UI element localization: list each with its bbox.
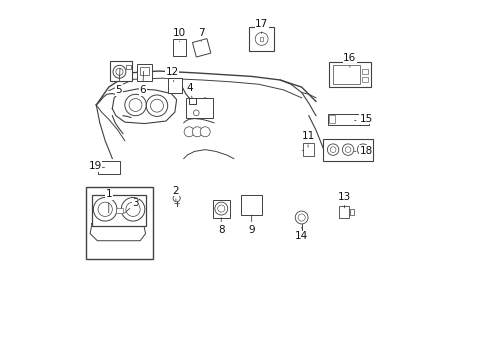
Bar [328, 115, 334, 123]
Circle shape [329, 147, 335, 153]
Bar [338, 206, 348, 218]
Text: 10: 10 [173, 28, 185, 41]
Bar [241, 195, 262, 215]
Bar [186, 98, 213, 118]
Bar [332, 65, 359, 84]
Text: 7: 7 [198, 28, 204, 41]
Circle shape [255, 32, 267, 45]
Bar [140, 67, 149, 75]
Text: 12: 12 [165, 67, 179, 82]
Circle shape [295, 211, 307, 224]
Text: 9: 9 [248, 215, 254, 235]
Circle shape [298, 214, 305, 221]
Circle shape [345, 147, 350, 153]
Circle shape [357, 144, 368, 156]
Bar [125, 64, 131, 69]
Bar [212, 200, 229, 217]
Circle shape [217, 205, 224, 212]
Text: 2: 2 [172, 186, 179, 201]
Circle shape [173, 195, 180, 202]
Bar [85, 187, 153, 258]
Bar [98, 161, 120, 174]
Bar [259, 37, 263, 41]
Circle shape [93, 198, 117, 221]
Bar [192, 39, 210, 57]
Text: 3: 3 [124, 198, 139, 213]
Bar [116, 207, 123, 212]
Bar [328, 62, 370, 87]
Bar [248, 27, 274, 51]
Text: 16: 16 [343, 53, 356, 67]
Circle shape [184, 127, 194, 137]
Text: 13: 13 [337, 192, 350, 208]
Text: 6: 6 [139, 71, 146, 95]
Bar [303, 143, 313, 156]
Circle shape [298, 232, 305, 239]
Circle shape [129, 99, 142, 111]
Text: 8: 8 [218, 218, 224, 235]
Bar [172, 39, 186, 57]
Text: 17: 17 [255, 18, 268, 33]
Text: 14: 14 [294, 228, 307, 242]
Bar [361, 69, 367, 74]
Bar [92, 195, 145, 226]
Circle shape [116, 68, 123, 75]
Circle shape [214, 202, 227, 215]
Circle shape [121, 198, 144, 221]
Bar [189, 98, 196, 104]
Text: 4: 4 [186, 83, 193, 98]
Text: 19: 19 [88, 161, 104, 171]
Circle shape [113, 65, 125, 78]
Circle shape [125, 202, 140, 216]
Text: 1: 1 [105, 189, 112, 213]
Bar [327, 114, 368, 125]
Bar [349, 209, 353, 215]
Circle shape [150, 99, 163, 112]
Bar [110, 61, 132, 81]
Text: 18: 18 [354, 146, 372, 156]
Circle shape [200, 127, 210, 137]
Bar [361, 77, 367, 82]
Circle shape [193, 110, 199, 116]
Circle shape [146, 95, 167, 116]
Circle shape [98, 202, 112, 216]
Circle shape [192, 127, 202, 137]
Circle shape [342, 144, 353, 156]
Bar [137, 64, 151, 81]
Bar [168, 78, 181, 93]
Circle shape [326, 144, 338, 156]
Text: 15: 15 [354, 113, 372, 123]
Bar [323, 139, 372, 161]
Circle shape [124, 94, 146, 116]
Text: 11: 11 [301, 131, 314, 147]
Circle shape [360, 147, 365, 153]
Text: 5: 5 [115, 68, 122, 95]
